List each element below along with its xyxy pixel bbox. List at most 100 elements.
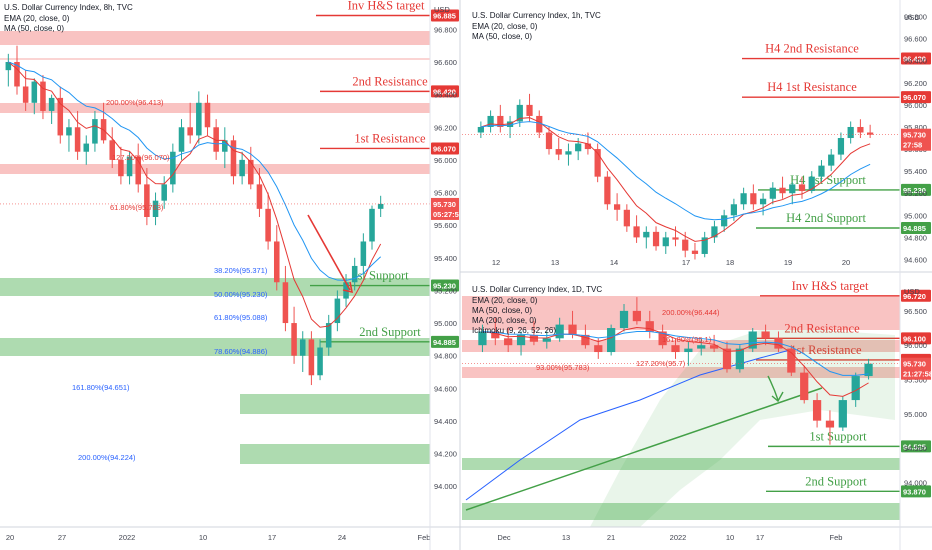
y-tick-label: 95.400 <box>434 254 457 263</box>
candle-body <box>377 203 384 209</box>
candle-body <box>351 265 358 283</box>
y-tick-label: 96.400 <box>904 57 927 66</box>
y-tick-label: 94.600 <box>904 255 927 264</box>
zone-label: Inv H&S target <box>348 0 425 13</box>
candle-body <box>118 159 124 177</box>
candle-body <box>697 345 706 349</box>
y-tick-label: 94.000 <box>904 478 927 487</box>
zone-band <box>462 458 900 470</box>
indicator-label: EMA (20, close, 0) <box>4 14 70 23</box>
price-badge-value: 95.230 <box>903 186 926 195</box>
candle-body <box>735 348 744 370</box>
arrow-head <box>771 391 784 403</box>
price-badge <box>901 91 931 104</box>
zone-label: 1st Support <box>351 269 409 283</box>
candle-body <box>152 200 159 217</box>
price-badge-value: 96.070 <box>433 144 456 153</box>
bar-countdown: 27:58 <box>903 141 922 150</box>
price-badge-value: 96.720 <box>903 292 926 301</box>
candle-body <box>581 334 590 346</box>
y-tick-label: 95.600 <box>434 221 457 230</box>
candle-body <box>864 363 873 377</box>
candle-body <box>369 208 375 242</box>
chart-title: U.S. Dollar Currency Index, 1D, TVC <box>472 285 602 294</box>
candle-body <box>109 140 116 160</box>
x-tick-label: 24 <box>338 533 346 542</box>
chart-title: U.S. Dollar Currency Index, 1h, TVC <box>472 11 601 20</box>
candle-body <box>170 151 176 185</box>
ema-line <box>8 61 382 328</box>
fib-label: 161.80%(96.1) <box>662 335 712 344</box>
candle-body <box>808 176 815 192</box>
y-tick-label: 94.600 <box>434 384 457 393</box>
fib-label: 78.60%(94.886) <box>214 347 268 356</box>
trendline <box>465 387 823 511</box>
y-tick-label: 94.000 <box>434 482 457 491</box>
price-badge <box>901 222 931 235</box>
fib-label: 61.80%(95.763) <box>110 203 164 212</box>
candle-body <box>818 165 825 177</box>
x-tick-label: 13 <box>551 258 559 267</box>
price-badge <box>431 9 459 22</box>
y-tick-label: 94.400 <box>434 417 457 426</box>
price-badge-value: 94.885 <box>433 338 456 347</box>
zone-band <box>0 31 430 45</box>
last-price-value: 95.730 <box>903 131 926 140</box>
candle-body <box>14 62 20 87</box>
candle-body <box>662 237 669 247</box>
x-tick-label: 18 <box>726 258 734 267</box>
candle-body <box>178 127 185 152</box>
candle-body <box>334 298 341 324</box>
x-tick-label: 27 <box>58 533 66 542</box>
price-badge <box>431 85 459 98</box>
indicator-label: MA (50, close, 0) <box>4 24 64 33</box>
candle-body <box>204 102 211 128</box>
x-tick-label: 13 <box>562 533 570 542</box>
y-tick-label: 96.200 <box>434 123 457 132</box>
currency-label: USD <box>904 13 920 22</box>
candle-body <box>623 209 630 227</box>
ma-line <box>8 61 382 281</box>
candle-body <box>22 86 29 103</box>
candle-body <box>730 204 738 216</box>
price-badge <box>901 183 931 196</box>
zone-label: H4 1st Resistance <box>767 80 857 94</box>
candle-body <box>721 215 728 227</box>
chart-1d[interactable]: Inv H&S target 96.720 2nd Resistance 96.100… <box>460 279 932 542</box>
chart-1h[interactable]: H4 2nd Resistance 96.420 H4 1st Resistance… <box>460 0 931 267</box>
candle-body <box>671 345 680 353</box>
price-badge <box>901 485 931 498</box>
candle-body <box>684 348 693 353</box>
candle-body <box>607 328 616 353</box>
candle-body <box>497 115 504 127</box>
last-price-badge <box>431 197 459 220</box>
chart-8h[interactable]: Inv H&S target 96.885 2nd Resistance 96.420… <box>0 0 463 542</box>
price-badge <box>431 279 459 292</box>
ma-line <box>482 330 869 376</box>
x-tick-label: 17 <box>682 258 690 267</box>
candle-body <box>187 127 193 136</box>
y-tick-label: 95.000 <box>904 410 927 419</box>
price-badge <box>901 440 931 453</box>
y-tick-label: 94.800 <box>904 233 927 242</box>
price-badge <box>901 332 931 345</box>
zone-band <box>462 296 900 330</box>
price-badge-value: 96.070 <box>903 93 926 102</box>
price-badge <box>431 335 459 348</box>
fib-label: 50.00%(95.230) <box>214 290 268 299</box>
candle-body <box>516 334 526 346</box>
candle-body <box>66 127 72 136</box>
zone-label: 2nd Support <box>805 474 867 488</box>
y-tick-label: 94.200 <box>434 450 457 459</box>
candle-body <box>857 126 864 133</box>
candle-body <box>798 184 806 192</box>
candle-body <box>48 97 55 111</box>
candle-body <box>222 140 228 152</box>
zone-band <box>240 444 430 464</box>
zone-band <box>240 394 430 414</box>
indicator-label: EMA (20, close, 0) <box>472 296 538 305</box>
zone-band <box>0 278 430 296</box>
candle-body <box>516 104 523 122</box>
price-badge <box>431 142 459 155</box>
candle-body <box>74 127 81 152</box>
